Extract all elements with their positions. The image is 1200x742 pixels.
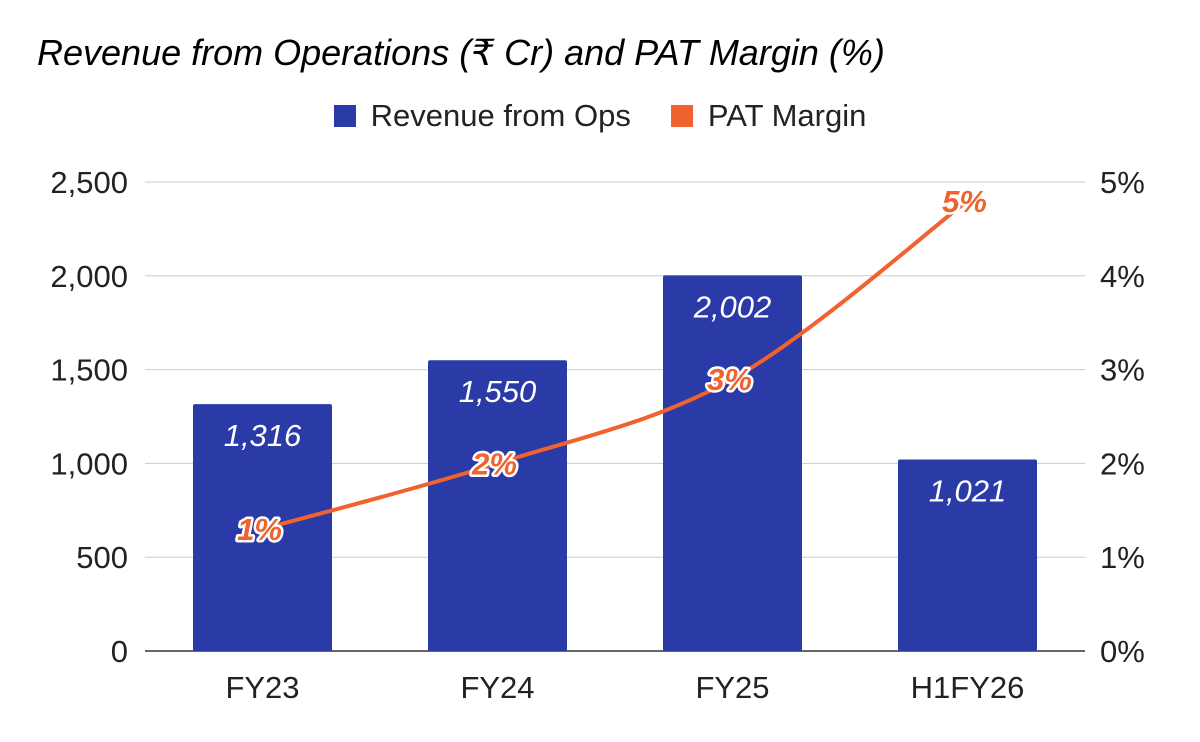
legend-item-pat-margin[interactable]: PAT Margin — [670, 98, 867, 134]
y-right-tick-label: 2% — [1100, 446, 1145, 481]
line-data-label: 1% — [237, 512, 282, 547]
legend-swatch-revenue — [333, 105, 356, 127]
y-left-tick-label: 0 — [111, 634, 128, 669]
bar-revenue — [663, 275, 802, 651]
legend: Revenue from Ops PAT Margin — [0, 98, 1200, 134]
legend-item-revenue[interactable]: Revenue from Ops — [333, 98, 631, 134]
bar-data-label: 2,002 — [693, 289, 772, 324]
line-data-label: 2% — [471, 446, 517, 481]
bar-data-label: 1,550 — [459, 374, 537, 409]
bar-revenue — [898, 459, 1037, 651]
x-tick-label: FY23 — [225, 670, 299, 705]
y-right-tick-label: 5% — [1100, 165, 1145, 200]
y-left-tick-label: 2,500 — [50, 165, 128, 200]
line-data-label: 5% — [942, 184, 987, 219]
bar-data-label: 1,021 — [929, 473, 1007, 508]
x-tick-label: H1FY26 — [911, 670, 1025, 705]
x-tick-label: FY24 — [460, 670, 534, 705]
chart-title: Revenue from Operations (₹ Cr) and PAT M… — [37, 32, 885, 73]
legend-swatch-pat-margin — [670, 105, 693, 127]
y-left-tick-label: 500 — [76, 540, 128, 575]
y-right-tick-label: 3% — [1100, 353, 1145, 388]
legend-label-revenue: Revenue from Ops — [370, 98, 631, 133]
bar-revenue — [428, 360, 567, 651]
bar-data-label: 1,316 — [224, 418, 302, 453]
x-tick-label: FY25 — [695, 670, 769, 705]
y-right-tick-label: 1% — [1100, 540, 1145, 575]
y-left-tick-label: 1,500 — [50, 353, 128, 388]
legend-label-pat-margin: PAT Margin — [707, 98, 867, 133]
line-data-label: 3% — [707, 362, 752, 397]
y-right-tick-label: 4% — [1100, 259, 1145, 294]
y-left-tick-label: 2,000 — [50, 259, 128, 294]
line-pat-margin — [260, 198, 970, 532]
y-right-tick-label: 0% — [1100, 634, 1145, 669]
y-left-tick-label: 1,000 — [50, 446, 128, 481]
